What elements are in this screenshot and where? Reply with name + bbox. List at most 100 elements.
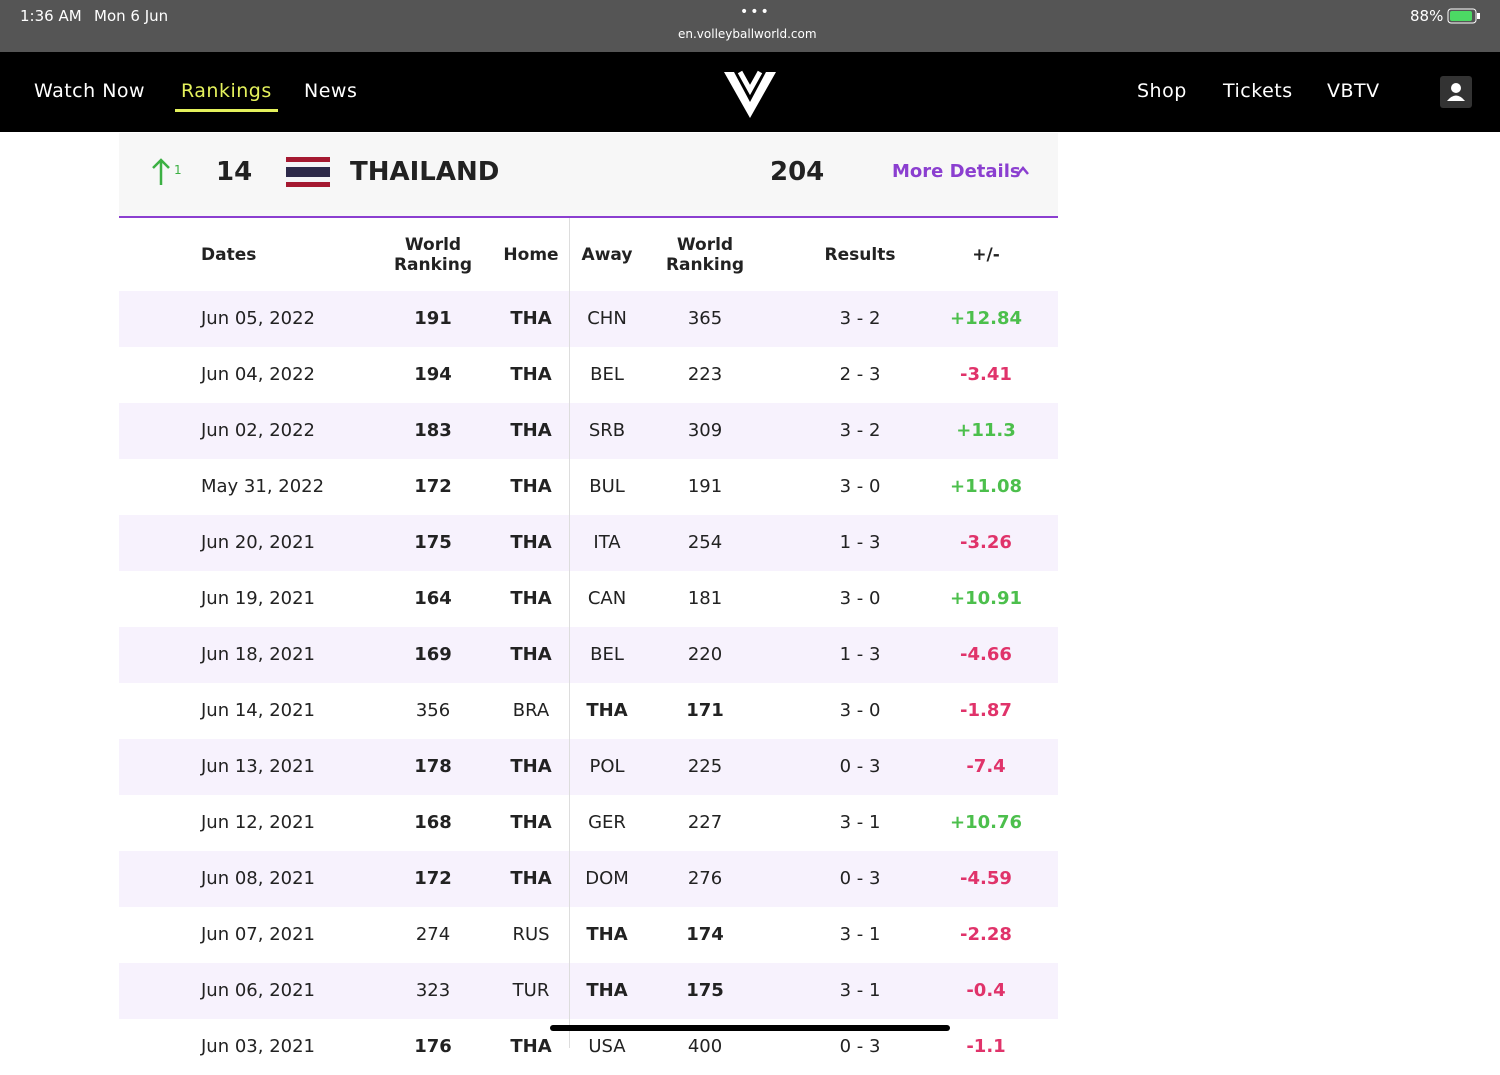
home: BRA — [512, 700, 550, 721]
more-details[interactable]: More Details — [892, 161, 1021, 182]
result: 1 - 3 — [839, 644, 881, 665]
away: ITA — [593, 532, 621, 553]
away: BEL — [590, 644, 624, 665]
home: THA — [510, 308, 552, 329]
date: Jun 05, 2022 — [201, 308, 316, 329]
world-ranking: 164 — [414, 588, 452, 609]
column-header: World Ranking — [393, 235, 473, 275]
world-ranking: 227 — [687, 812, 723, 833]
date: Jun 04, 2022 — [201, 364, 316, 385]
table-row: May 31, 2022 172 THA BUL 191 3 - 0 +11.08 — [119, 459, 1058, 515]
delta: +11.3 — [956, 420, 1016, 441]
world-ranking: 181 — [687, 588, 723, 609]
result: 3 - 0 — [839, 588, 881, 609]
home: THA — [510, 476, 552, 497]
table-row: Jun 04, 2022 194 THA BEL 223 2 - 3 -3.41 — [119, 347, 1058, 403]
battery: 88% — [1410, 7, 1444, 25]
nav-link[interactable]: Watch Now — [34, 80, 146, 102]
delta: +10.76 — [949, 812, 1023, 833]
delta: -4.59 — [960, 868, 1012, 889]
date: Jun 06, 2021 — [201, 980, 316, 1001]
world-ranking: 220 — [687, 644, 723, 665]
url[interactable]: en.volleyballworld.com — [678, 27, 817, 41]
team-name: THAILAND — [350, 157, 500, 187]
date: Jun 08, 2021 — [201, 868, 316, 889]
chevron[interactable] — [1016, 165, 1030, 177]
date: May 31, 2022 — [201, 476, 325, 497]
date: Jun 12, 2021 — [201, 812, 316, 833]
date: Mon 6 Jun — [94, 7, 169, 25]
delta: -0.4 — [966, 980, 1006, 1001]
away: GER — [588, 812, 626, 833]
table-row: Jun 12, 2021 168 THA GER 227 3 - 1 +10.76 — [119, 795, 1058, 851]
result: 0 - 3 — [839, 868, 881, 889]
column-header: +/- — [972, 245, 1000, 265]
world-ranking: 172 — [414, 868, 452, 889]
away: THA — [586, 700, 628, 721]
result: 3 - 0 — [839, 700, 881, 721]
world-ranking: 194 — [414, 364, 452, 385]
delta: -3.26 — [960, 532, 1012, 553]
column-header: Home — [503, 245, 559, 265]
delta: -3.41 — [960, 364, 1012, 385]
world-ranking: 175 — [686, 980, 724, 1001]
world-ranking: 276 — [687, 868, 723, 889]
world-ranking: 254 — [687, 532, 723, 553]
table-row: Jun 06, 2021 323 TUR THA 175 3 - 1 -0.4 — [119, 963, 1058, 1019]
logo[interactable] — [722, 68, 778, 120]
points: 204 — [770, 157, 825, 187]
away: SRB — [588, 420, 626, 441]
home: RUS — [512, 924, 550, 945]
world-ranking: 191 — [687, 476, 723, 497]
movement: 1 — [174, 163, 182, 177]
world-ranking: 178 — [414, 756, 452, 777]
nav-link[interactable]: Rankings — [175, 80, 278, 112]
column-header: Away — [581, 245, 633, 265]
world-ranking: 223 — [687, 364, 723, 385]
delta: -2.28 — [960, 924, 1012, 945]
nav-link[interactable]: News — [304, 80, 358, 102]
result: 3 - 1 — [839, 980, 881, 1001]
world-ranking: 175 — [414, 532, 452, 553]
nav-link[interactable]: VBTV — [1327, 80, 1380, 102]
world-ranking: 309 — [687, 420, 723, 441]
delta: -1.87 — [960, 700, 1012, 721]
world-ranking: 171 — [686, 700, 724, 721]
table-row: Jun 14, 2021 356 BRA THA 171 3 - 0 -1.87 — [119, 683, 1058, 739]
rank: 14 — [216, 157, 253, 187]
date: Jun 02, 2022 — [201, 420, 316, 441]
world-ranking: 174 — [686, 924, 724, 945]
result: 3 - 2 — [839, 420, 881, 441]
date: Jun 07, 2021 — [201, 924, 316, 945]
nav-link[interactable]: Shop — [1137, 80, 1187, 102]
result: 3 - 0 — [839, 476, 881, 497]
date: Jun 13, 2021 — [201, 756, 316, 777]
home: THA — [510, 420, 552, 441]
account-icon — [1447, 83, 1465, 101]
time: 1:36 AM — [20, 7, 82, 25]
world-ranking: 225 — [687, 756, 723, 777]
home: THA — [510, 868, 552, 889]
date: Jun 03, 2021 — [201, 1036, 316, 1057]
world-ranking: 356 — [415, 700, 451, 721]
up-arrow — [152, 158, 170, 185]
column-divider — [569, 218, 570, 1048]
home: THA — [510, 644, 552, 665]
away: DOM — [585, 868, 629, 889]
away: BUL — [589, 476, 625, 497]
result: 3 - 1 — [839, 812, 881, 833]
result: 1 - 3 — [839, 532, 881, 553]
table-row: Jun 19, 2021 164 THA CAN 181 3 - 0 +10.91 — [119, 571, 1058, 627]
world-ranking: 169 — [414, 644, 452, 665]
world-ranking: 365 — [687, 308, 723, 329]
delta: +12.84 — [949, 308, 1023, 329]
column-header: Dates — [201, 245, 257, 265]
account-button[interactable] — [1440, 76, 1472, 108]
table-row: Jun 08, 2021 172 THA DOM 276 0 - 3 -4.59 — [119, 851, 1058, 907]
result: 2 - 3 — [839, 364, 881, 385]
world-ranking: 168 — [414, 812, 452, 833]
table-row: Jun 13, 2021 178 THA POL 225 0 - 3 -7.4 — [119, 739, 1058, 795]
away: USA — [588, 1036, 626, 1057]
nav-link[interactable]: Tickets — [1223, 80, 1293, 102]
